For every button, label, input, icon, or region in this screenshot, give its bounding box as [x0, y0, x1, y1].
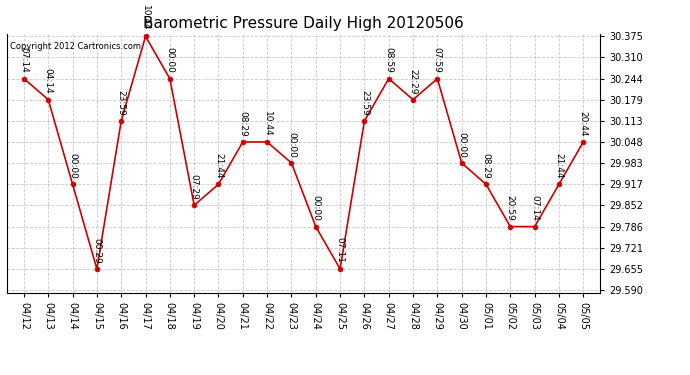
Text: 04:14: 04:14: [43, 69, 52, 94]
Text: 08:29: 08:29: [482, 153, 491, 179]
Text: 00:29: 00:29: [92, 238, 101, 263]
Text: 10:44: 10:44: [141, 5, 150, 31]
Text: 00:00: 00:00: [166, 47, 175, 73]
Title: Barometric Pressure Daily High 20120506: Barometric Pressure Daily High 20120506: [144, 16, 464, 31]
Text: 00:00: 00:00: [287, 132, 296, 158]
Text: 23:59: 23:59: [117, 90, 126, 116]
Text: 00:00: 00:00: [311, 195, 320, 221]
Text: 20:44: 20:44: [579, 111, 588, 136]
Text: 10:44: 10:44: [263, 111, 272, 136]
Text: 00:00: 00:00: [68, 153, 77, 179]
Text: Copyright 2012 Cartronics.com: Copyright 2012 Cartronics.com: [10, 42, 141, 51]
Text: 07:11: 07:11: [335, 237, 344, 263]
Text: 22:29: 22:29: [408, 69, 417, 94]
Text: 07:59: 07:59: [433, 47, 442, 73]
Text: 07:29: 07:29: [190, 174, 199, 200]
Text: 07:14: 07:14: [530, 195, 539, 221]
Text: 21:44: 21:44: [555, 153, 564, 179]
Text: 21:44: 21:44: [214, 153, 223, 179]
Text: 08:29: 08:29: [238, 111, 247, 136]
Text: 00:00: 00:00: [457, 132, 466, 158]
Text: 23:59: 23:59: [360, 90, 369, 116]
Text: 08:59: 08:59: [384, 47, 393, 73]
Text: 07:14: 07:14: [19, 47, 28, 73]
Text: 20:59: 20:59: [506, 195, 515, 221]
